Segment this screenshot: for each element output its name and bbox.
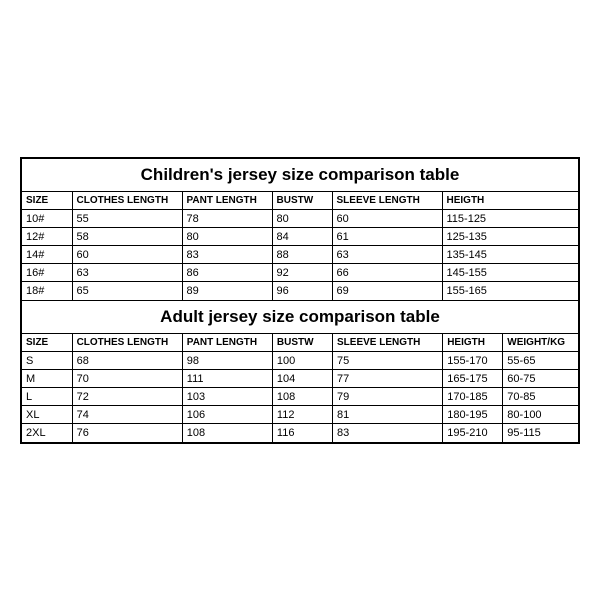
table-cell: 83 <box>182 246 272 264</box>
table-cell: 78 <box>182 210 272 228</box>
size-chart-container: Children's jersey size comparison table … <box>20 157 580 444</box>
table-cell: 103 <box>182 388 272 406</box>
table-cell: 89 <box>182 282 272 300</box>
col-clothes: CLOTHES LENGTH <box>72 334 182 352</box>
table-row: S689810075155-17055-65 <box>22 352 578 370</box>
table-cell: 80 <box>272 210 332 228</box>
table-cell: 58 <box>72 228 182 246</box>
table-cell: XL <box>22 406 72 424</box>
table-cell: 80-100 <box>503 406 578 424</box>
table-cell: 104 <box>272 370 332 388</box>
table-cell: 145-155 <box>442 264 578 282</box>
table-cell: 170-185 <box>443 388 503 406</box>
table-row: 12#58808461125-135 <box>22 228 578 246</box>
table-cell: 135-145 <box>442 246 578 264</box>
children-tbody: 10#55788060115-12512#58808461125-13514#6… <box>22 210 578 300</box>
table-cell: 66 <box>332 264 442 282</box>
col-sleeve: SLEEVE LENGTH <box>332 192 442 210</box>
table-cell: 14# <box>22 246 72 264</box>
table-cell: 70-85 <box>503 388 578 406</box>
table-cell: 63 <box>72 264 182 282</box>
col-bustw: BUSTW <box>272 334 332 352</box>
table-cell: 195-210 <box>443 424 503 442</box>
table-cell: 86 <box>182 264 272 282</box>
adult-table: SIZE CLOTHES LENGTH PANT LENGTH BUSTW SL… <box>22 334 578 442</box>
table-row: 2XL7610811683195-21095-115 <box>22 424 578 442</box>
table-cell: 60 <box>72 246 182 264</box>
table-cell: 106 <box>182 406 272 424</box>
children-header-row: SIZE CLOTHES LENGTH PANT LENGTH BUSTW SL… <box>22 192 578 210</box>
table-cell: 108 <box>182 424 272 442</box>
table-row: L7210310879170-18570-85 <box>22 388 578 406</box>
table-row: M7011110477165-17560-75 <box>22 370 578 388</box>
table-cell: 108 <box>272 388 332 406</box>
table-cell: 96 <box>272 282 332 300</box>
table-cell: 18# <box>22 282 72 300</box>
col-size: SIZE <box>22 192 72 210</box>
table-cell: 12# <box>22 228 72 246</box>
col-bustw: BUSTW <box>272 192 332 210</box>
table-row: XL7410611281180-19580-100 <box>22 406 578 424</box>
table-cell: 55-65 <box>503 352 578 370</box>
table-cell: 155-165 <box>442 282 578 300</box>
table-row: 10#55788060115-125 <box>22 210 578 228</box>
table-cell: 116 <box>272 424 332 442</box>
table-cell: 55 <box>72 210 182 228</box>
children-title: Children's jersey size comparison table <box>22 159 578 192</box>
adult-title: Adult jersey size comparison table <box>22 300 578 334</box>
col-clothes: CLOTHES LENGTH <box>72 192 182 210</box>
table-row: 14#60838863135-145 <box>22 246 578 264</box>
table-cell: 111 <box>182 370 272 388</box>
table-cell: 80 <box>182 228 272 246</box>
table-cell: M <box>22 370 72 388</box>
table-cell: 61 <box>332 228 442 246</box>
table-cell: 92 <box>272 264 332 282</box>
table-row: 16#63869266145-155 <box>22 264 578 282</box>
table-cell: 98 <box>182 352 272 370</box>
table-cell: 155-170 <box>443 352 503 370</box>
children-table: SIZE CLOTHES LENGTH PANT LENGTH BUSTW SL… <box>22 192 578 300</box>
table-cell: 70 <box>72 370 182 388</box>
table-cell: 72 <box>72 388 182 406</box>
table-cell: 63 <box>332 246 442 264</box>
table-cell: 180-195 <box>443 406 503 424</box>
table-cell: 69 <box>332 282 442 300</box>
table-cell: 125-135 <box>442 228 578 246</box>
adult-tbody: S689810075155-17055-65M7011110477165-175… <box>22 352 578 442</box>
col-size: SIZE <box>22 334 72 352</box>
table-cell: 115-125 <box>442 210 578 228</box>
table-cell: 74 <box>72 406 182 424</box>
table-cell: 2XL <box>22 424 72 442</box>
table-cell: 75 <box>333 352 443 370</box>
table-cell: 79 <box>333 388 443 406</box>
table-cell: 60 <box>332 210 442 228</box>
table-cell: 68 <box>72 352 182 370</box>
col-pant: PANT LENGTH <box>182 334 272 352</box>
table-cell: 77 <box>333 370 443 388</box>
table-cell: 95-115 <box>503 424 578 442</box>
col-height: HEIGTH <box>442 192 578 210</box>
table-cell: 10# <box>22 210 72 228</box>
table-cell: 65 <box>72 282 182 300</box>
table-cell: 84 <box>272 228 332 246</box>
adult-header-row: SIZE CLOTHES LENGTH PANT LENGTH BUSTW SL… <box>22 334 578 352</box>
table-cell: 112 <box>272 406 332 424</box>
col-weight: WEIGHT/KG <box>503 334 578 352</box>
table-cell: L <box>22 388 72 406</box>
table-cell: 76 <box>72 424 182 442</box>
table-cell: 60-75 <box>503 370 578 388</box>
table-cell: 81 <box>333 406 443 424</box>
table-cell: 165-175 <box>443 370 503 388</box>
table-cell: 83 <box>333 424 443 442</box>
table-cell: 100 <box>272 352 332 370</box>
table-cell: 16# <box>22 264 72 282</box>
col-height: HEIGTH <box>443 334 503 352</box>
col-sleeve: SLEEVE LENGTH <box>333 334 443 352</box>
table-cell: 88 <box>272 246 332 264</box>
table-row: 18#65899669155-165 <box>22 282 578 300</box>
col-pant: PANT LENGTH <box>182 192 272 210</box>
table-cell: S <box>22 352 72 370</box>
